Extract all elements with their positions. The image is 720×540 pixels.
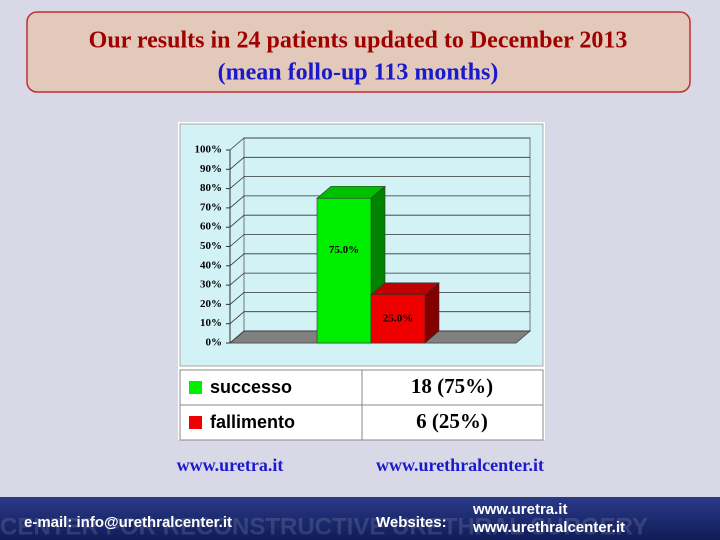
grid-line xyxy=(229,137,530,151)
grid-line xyxy=(229,214,530,228)
table-value: 18 (75%) xyxy=(411,374,493,398)
y-tick-label: 100% xyxy=(195,144,223,156)
grid-line xyxy=(229,195,530,209)
grid-line xyxy=(229,253,530,267)
email[interactable]: e-mail: info@urethralcenter.it xyxy=(24,514,232,531)
link[interactable]: www.uretra.it xyxy=(177,455,284,475)
y-tick-label: 30% xyxy=(200,279,222,291)
grid-line xyxy=(229,156,530,170)
y-tick-label: 40% xyxy=(200,259,222,271)
y-tick-label: 20% xyxy=(200,298,222,310)
grid-line xyxy=(229,272,530,286)
data-label: 25.0% xyxy=(383,312,413,324)
website[interactable]: www.uretra.it xyxy=(472,501,567,518)
y-tick-label: 10% xyxy=(200,317,222,329)
legend-swatch xyxy=(189,416,202,429)
grid-line xyxy=(229,176,530,189)
data-label: 75.0% xyxy=(329,244,359,256)
link[interactable]: www.urethralcenter.it xyxy=(376,455,544,475)
y-tick-label: 60% xyxy=(200,221,222,233)
legend-label: fallimento xyxy=(210,412,295,432)
grid-line xyxy=(229,234,530,247)
watermark: CENTER FOR RECONSTRUCTIVE URETHRAL SURGE… xyxy=(0,513,648,540)
title: Our results in 24 patients updated to De… xyxy=(89,28,628,54)
table-value: 6 (25%) xyxy=(416,409,488,433)
title-box xyxy=(26,11,691,93)
chart: 0% 10% 20% 30% 40% 50% 60% 70% 80% 90% 100% 75.0% su… xyxy=(189,137,532,433)
y-tick-label: 50% xyxy=(200,240,222,252)
websites-label: Websites: xyxy=(376,514,447,531)
website[interactable]: www.urethralcenter.it xyxy=(472,519,625,536)
subtitle: (mean follo-up 113 months) xyxy=(218,60,499,86)
y-tick-label: 0% xyxy=(206,337,223,349)
y-tick-label: 80% xyxy=(200,182,222,194)
y-tick-label: 70% xyxy=(200,201,222,213)
footer-band xyxy=(0,497,720,540)
bar xyxy=(316,197,372,344)
bar xyxy=(370,294,426,344)
y-tick-label: 90% xyxy=(200,163,222,175)
legend-label: successo xyxy=(210,377,292,397)
legend-swatch xyxy=(189,381,202,394)
